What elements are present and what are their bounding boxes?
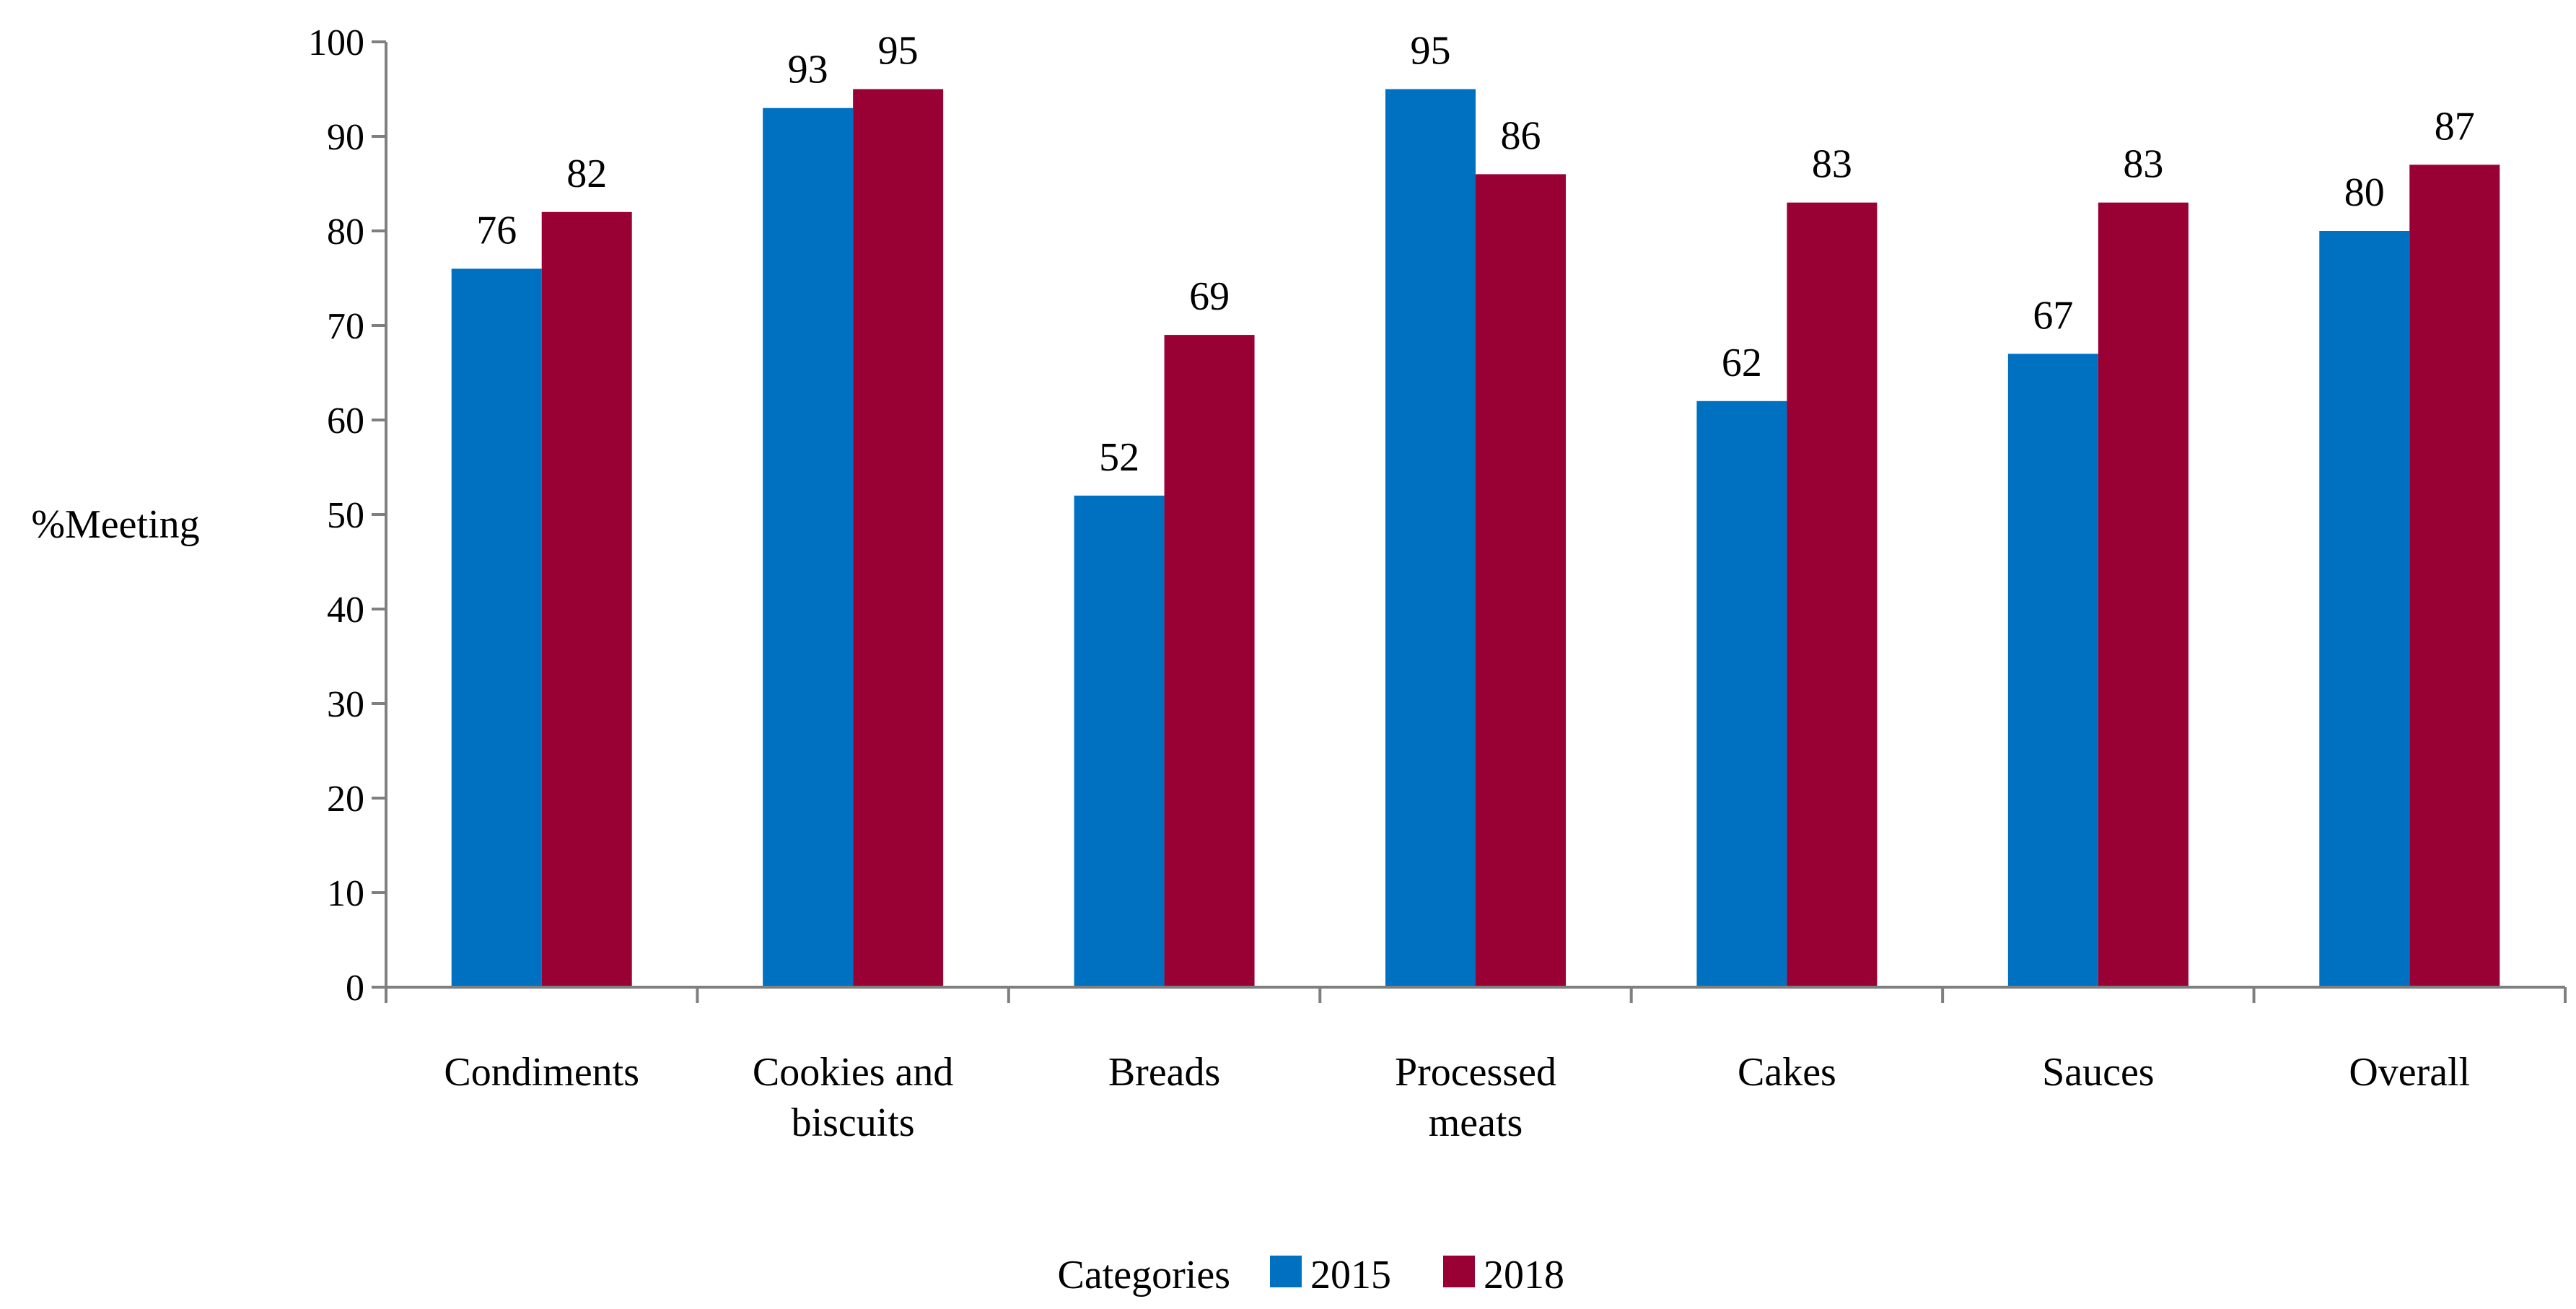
x-category-label-line: meats xyxy=(1429,1100,1523,1145)
bar-2015 xyxy=(2319,231,2410,987)
x-category-label-line: biscuits xyxy=(792,1100,915,1145)
y-tick-label: 90 xyxy=(327,117,364,158)
x-category-label: Breads xyxy=(1108,1050,1221,1095)
legend-title: Categories xyxy=(1058,1253,1230,1297)
bar-2018 xyxy=(1476,174,1566,987)
bar-2015 xyxy=(451,268,542,987)
x-category-label: Overall xyxy=(2349,1050,2470,1095)
x-category-label-line: Breads xyxy=(1108,1050,1221,1095)
x-category-label: Sauces xyxy=(2042,1050,2155,1095)
legend-label-2015: 2015 xyxy=(1310,1253,1391,1297)
x-category-label: Cookies and biscuits xyxy=(753,1050,953,1145)
bar-2015 xyxy=(2007,354,2098,987)
y-tick-label: 100 xyxy=(308,22,364,64)
x-category-label-line: Condiments xyxy=(444,1050,639,1095)
data-label-2018: 83 xyxy=(2123,142,2163,187)
data-label-2015: 93 xyxy=(788,48,828,92)
x-category-label: Condiments xyxy=(444,1050,639,1095)
data-label-2018: 95 xyxy=(878,29,919,74)
data-label-2018: 86 xyxy=(1501,113,1541,158)
y-axis-title: %Meeting xyxy=(31,502,199,547)
data-label-2015: 52 xyxy=(1099,435,1139,480)
bar-2018 xyxy=(541,211,632,987)
bar-2015 xyxy=(763,108,854,988)
x-category-label-line: Overall xyxy=(2349,1050,2470,1095)
bar-2018 xyxy=(1164,335,1255,988)
x-category-label-line: Sauces xyxy=(2042,1050,2155,1095)
bar-2015 xyxy=(1696,400,1787,987)
legend-swatch-2018 xyxy=(1443,1256,1475,1287)
bar-2015 xyxy=(1385,89,1476,987)
y-ticks: 0 10 20 30 40 50 60 70 80 90 100 xyxy=(308,22,386,1009)
y-tick-label: 0 xyxy=(346,968,364,1009)
x-category-label-line: Processed xyxy=(1395,1050,1556,1095)
bar-2015 xyxy=(1074,495,1165,987)
bar-2018 xyxy=(2098,202,2189,988)
y-tick-label: 30 xyxy=(327,684,364,725)
y-tick-label: 50 xyxy=(327,495,364,536)
y-tick-label: 20 xyxy=(327,779,364,820)
y-tick-label: 80 xyxy=(327,211,364,253)
data-label-2015: 76 xyxy=(476,208,517,253)
legend-items: 2015 2018 xyxy=(1270,1253,1564,1297)
data-label-2015: 62 xyxy=(1722,341,1762,385)
bar-2018 xyxy=(2409,165,2500,987)
x-category-label: Cakes xyxy=(1738,1050,1836,1095)
x-category-label: Processed meats xyxy=(1395,1050,1556,1145)
data-labels: 76 82 93 95 52 69 95 86 62 83 67 83 80 87 xyxy=(476,29,2475,480)
legend-swatch-2015 xyxy=(1270,1256,1302,1287)
data-label-2015: 95 xyxy=(1411,29,1451,74)
bars-layer xyxy=(451,89,2500,988)
data-label-2018: 69 xyxy=(1189,274,1230,319)
legend: Categories 2015 2018 xyxy=(1058,1253,1564,1297)
data-label-2018: 87 xyxy=(2435,104,2475,149)
bar-2018 xyxy=(853,89,944,987)
y-tick-label: 10 xyxy=(327,873,364,914)
data-label-2015: 80 xyxy=(2344,170,2385,215)
data-label-2018: 83 xyxy=(1812,142,1852,187)
y-tick-label: 60 xyxy=(327,400,364,442)
y-tick-label: 40 xyxy=(327,590,364,631)
x-categories: Condiments Cookies and biscuits Breads Proce… xyxy=(385,987,2567,1145)
bar-2018 xyxy=(1787,202,1878,988)
x-category-label-line: Cakes xyxy=(1738,1050,1836,1095)
legend-label-2018: 2018 xyxy=(1484,1253,1564,1297)
data-label-2018: 82 xyxy=(566,152,607,196)
x-category-label-line: Cookies and xyxy=(753,1050,953,1095)
y-tick-label: 70 xyxy=(327,306,364,347)
data-label-2015: 67 xyxy=(2033,293,2073,338)
